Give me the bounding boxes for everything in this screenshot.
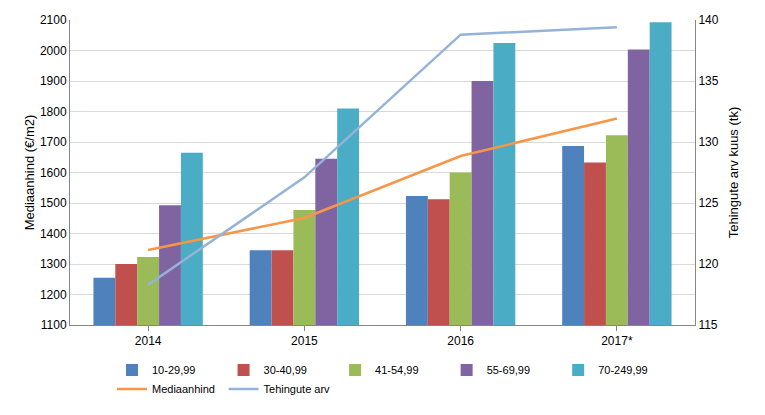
svg-text:30-40,99: 30-40,99 [264, 364, 307, 376]
svg-text:1300: 1300 [40, 257, 67, 271]
svg-text:1400: 1400 [40, 227, 67, 241]
svg-text:Mediaanhind (€/m2): Mediaanhind (€/m2) [22, 115, 37, 231]
svg-text:2016: 2016 [447, 334, 474, 348]
svg-text:10-29,99: 10-29,99 [152, 364, 195, 376]
svg-text:55-69,99: 55-69,99 [487, 364, 530, 376]
svg-text:1800: 1800 [40, 105, 67, 119]
svg-text:Mediaanhind: Mediaanhind [152, 383, 215, 395]
svg-text:1500: 1500 [40, 196, 67, 210]
svg-text:2015: 2015 [291, 334, 318, 348]
svg-text:120: 120 [698, 257, 718, 271]
svg-text:2100: 2100 [40, 13, 67, 27]
svg-text:41-54,99: 41-54,99 [375, 364, 418, 376]
svg-text:1200: 1200 [40, 288, 67, 302]
svg-text:130: 130 [698, 135, 718, 149]
svg-text:1700: 1700 [40, 135, 67, 149]
svg-text:Tehingute arv: Tehingute arv [264, 383, 331, 395]
svg-text:2000: 2000 [40, 44, 67, 58]
svg-text:140: 140 [698, 13, 718, 27]
svg-text:1600: 1600 [40, 166, 67, 180]
svg-text:2014: 2014 [135, 334, 162, 348]
svg-text:2017*: 2017* [601, 334, 633, 348]
svg-text:135: 135 [698, 74, 718, 88]
svg-text:1900: 1900 [40, 74, 67, 88]
svg-text:1100: 1100 [41, 318, 67, 332]
svg-text:115: 115 [698, 318, 717, 332]
svg-text:70-249,99: 70-249,99 [598, 364, 648, 376]
svg-text:Tehingute arv kuus (tk): Tehingute arv kuus (tk) [726, 107, 741, 239]
svg-text:125: 125 [698, 196, 718, 210]
